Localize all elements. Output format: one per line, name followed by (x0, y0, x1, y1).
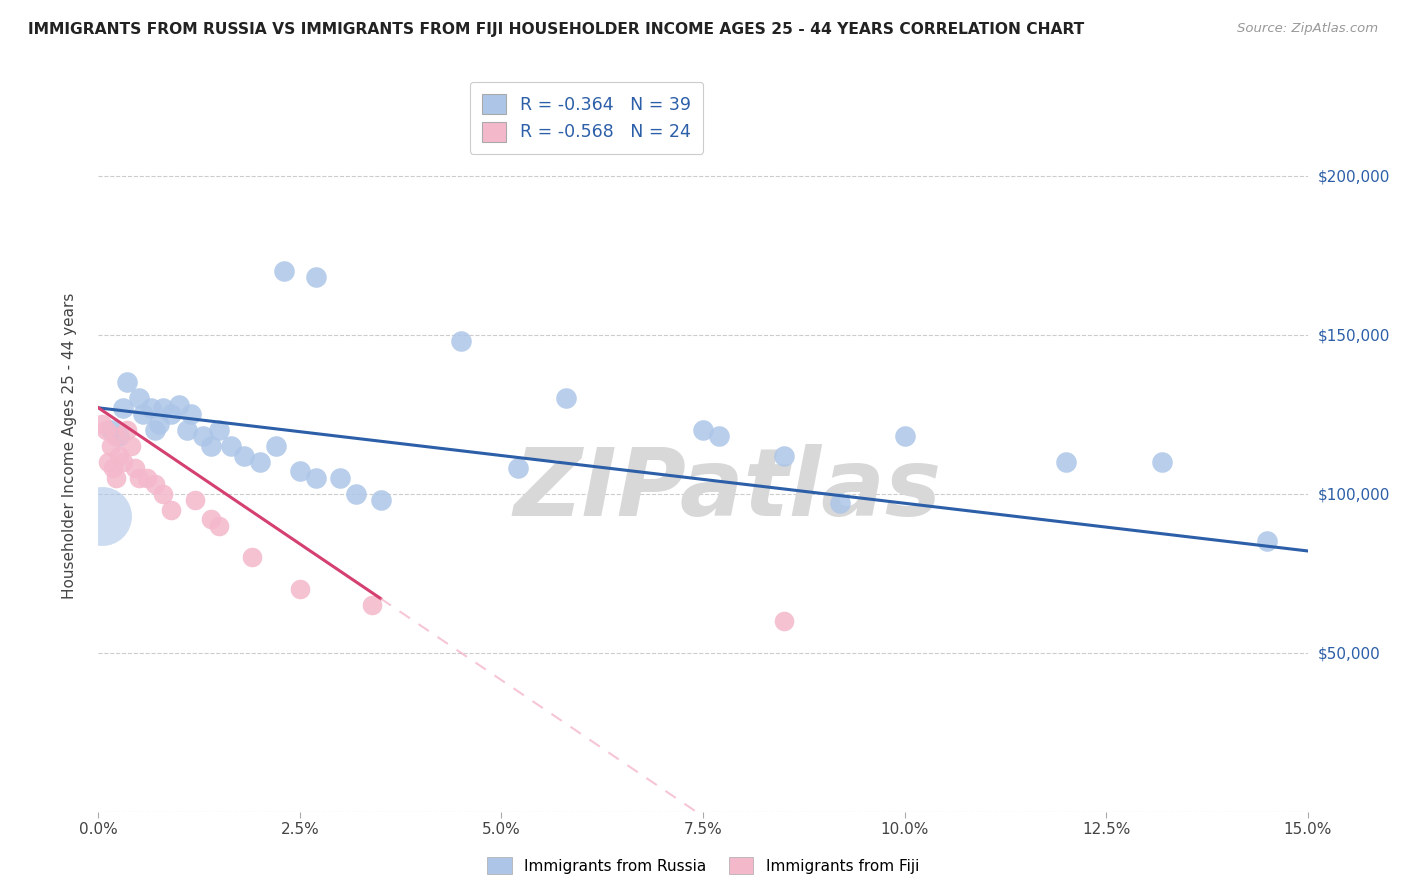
Point (160, 407, 183, 421)
Point (176, 423, 198, 437)
Point (101, 461, 124, 475)
Point (139, 401, 162, 415)
Point (105, 471, 128, 485)
Point (100, 423, 122, 437)
Point (208, 518, 231, 533)
Point (107, 449, 129, 463)
Point (200, 439, 222, 453)
Text: Source: ZipAtlas.com: Source: ZipAtlas.com (1237, 22, 1378, 36)
Point (143, 477, 166, 491)
Point (288, 582, 311, 596)
Point (1152, 455, 1174, 469)
Point (249, 455, 271, 469)
Point (115, 423, 138, 437)
Point (120, 439, 142, 453)
Legend: R = -0.364   N = 39, R = -0.568   N = 24: R = -0.364 N = 39, R = -0.568 N = 24 (470, 82, 703, 153)
Point (506, 461, 529, 475)
Point (692, 423, 714, 437)
Point (305, 471, 328, 485)
Y-axis label: Householder Income Ages 25 - 44 years: Householder Income Ages 25 - 44 years (62, 293, 77, 599)
Point (772, 449, 794, 463)
Point (135, 471, 157, 485)
Point (115, 376, 138, 390)
Point (97, 455, 120, 469)
Point (450, 334, 472, 348)
Point (264, 439, 287, 453)
Point (91, 508, 114, 523)
Point (828, 496, 851, 510)
Point (160, 502, 183, 516)
Point (152, 486, 174, 500)
Point (240, 550, 263, 565)
Point (1054, 455, 1077, 469)
Point (288, 465, 311, 479)
Point (107, 429, 129, 443)
Point (103, 429, 125, 443)
Point (221, 439, 243, 453)
Point (111, 401, 134, 415)
Point (273, 264, 295, 278)
Point (148, 417, 170, 431)
Point (96, 423, 118, 437)
Point (111, 455, 134, 469)
Point (305, 270, 328, 285)
Point (200, 512, 222, 526)
Point (180, 407, 202, 421)
Text: IMMIGRANTS FROM RUSSIA VS IMMIGRANTS FROM FIJI HOUSEHOLDER INCOME AGES 25 - 44 Y: IMMIGRANTS FROM RUSSIA VS IMMIGRANTS FRO… (28, 22, 1084, 37)
Point (128, 471, 150, 485)
Point (193, 429, 215, 443)
Text: ZIPatlas: ZIPatlas (513, 444, 941, 536)
Point (152, 401, 174, 415)
Point (772, 614, 794, 628)
Point (555, 392, 578, 406)
Point (361, 598, 384, 612)
Point (128, 392, 150, 406)
Point (143, 423, 166, 437)
Point (344, 486, 367, 500)
Point (124, 461, 146, 475)
Point (100, 439, 122, 453)
Point (1256, 534, 1278, 549)
Point (208, 423, 231, 437)
Point (329, 471, 352, 485)
Point (370, 493, 392, 508)
Point (132, 407, 155, 421)
Point (707, 429, 730, 443)
Point (232, 449, 254, 463)
Point (91, 417, 114, 431)
Point (893, 429, 915, 443)
Point (167, 398, 190, 412)
Legend: Immigrants from Russia, Immigrants from Fiji: Immigrants from Russia, Immigrants from … (481, 851, 925, 880)
Point (184, 493, 207, 508)
